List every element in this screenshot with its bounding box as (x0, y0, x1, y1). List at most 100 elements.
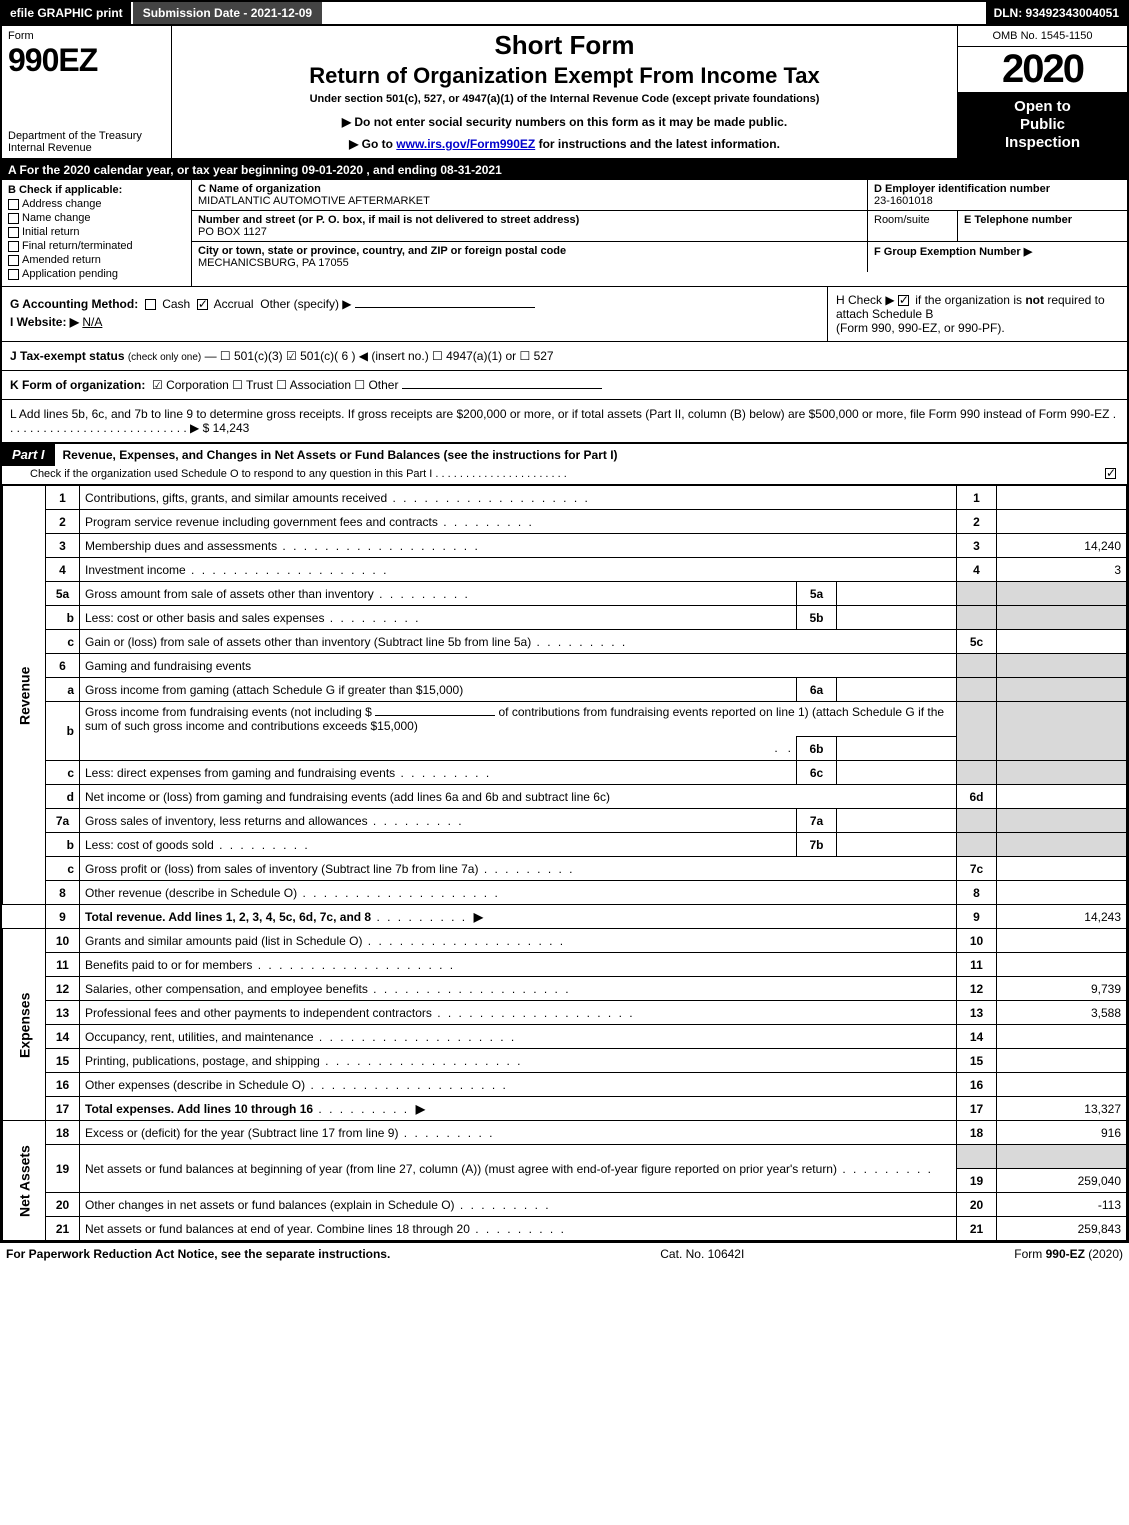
efile-print-label[interactable]: efile GRAPHIC print (2, 2, 131, 24)
h-checkbox[interactable] (898, 295, 909, 306)
line-6b-amount-input[interactable] (375, 715, 495, 716)
k-other-input[interactable] (402, 388, 602, 389)
i-website-value: N/A (82, 315, 102, 329)
expenses-side-label: Expenses (3, 929, 46, 1121)
ssn-warning: ▶ Do not enter social security numbers o… (178, 115, 951, 129)
line-5a: 5a Gross amount from sale of assets othe… (3, 582, 1127, 606)
footer-cat-no: Cat. No. 10642I (660, 1247, 744, 1261)
l-value: 14,243 (213, 421, 250, 435)
row-l: L Add lines 5b, 6c, and 7b to line 9 to … (0, 400, 1129, 443)
k-options[interactable]: ☑ Corporation ☐ Trust ☐ Association ☐ Ot… (152, 378, 398, 392)
omb-number: OMB No. 1545-1150 (958, 26, 1127, 47)
j-options[interactable]: — ☐ 501(c)(3) ☑ 501(c)( 6 ) ◀ (insert no… (205, 349, 554, 363)
line-13: 13 Professional fees and other payments … (3, 1001, 1127, 1025)
revenue-side-label: Revenue (3, 486, 46, 905)
line-12: 12 Salaries, other compensation, and emp… (3, 977, 1127, 1001)
row-k: K Form of organization: ☑ Corporation ☐ … (0, 371, 1129, 400)
chk-name-change[interactable]: Name change (8, 212, 185, 224)
g-label: G Accounting Method: (10, 297, 138, 311)
form-header: Form 990EZ Department of the Treasury In… (0, 26, 1129, 160)
line-8: 8 Other revenue (describe in Schedule O)… (3, 881, 1127, 905)
g-other-input[interactable] (355, 307, 535, 308)
open-to-public-badge: Open to Public Inspection (958, 92, 1127, 158)
header-center: Short Form Return of Organization Exempt… (172, 26, 957, 158)
c-address-cell: Number and street (or P. O. box, if mail… (192, 211, 867, 241)
line-20: 20 Other changes in net assets or fund b… (3, 1193, 1127, 1217)
room-suite-label: Room/suite (874, 214, 930, 226)
part-i-title: Revenue, Expenses, and Changes in Net As… (55, 444, 1127, 466)
chk-application-pending[interactable]: Application pending (8, 268, 185, 280)
line-6a: a Gross income from gaming (attach Sched… (3, 678, 1127, 702)
footer-right: Form 990-EZ (2020) (1014, 1247, 1123, 1261)
header-left: Form 990EZ Department of the Treasury In… (2, 26, 172, 158)
dept-line-2: Internal Revenue (8, 142, 92, 154)
dln-label: DLN: 93492343004051 (986, 2, 1127, 24)
ghi-left: G Accounting Method: Cash Accrual Other … (2, 287, 827, 341)
line-7c: c Gross profit or (loss) from sales of i… (3, 857, 1127, 881)
chk-final-return[interactable]: Final return/terminated (8, 240, 185, 252)
line-15: 15 Printing, publications, postage, and … (3, 1049, 1127, 1073)
footer-left: For Paperwork Reduction Act Notice, see … (6, 1247, 390, 1261)
column-b-checkboxes: B Check if applicable: Address change Na… (2, 180, 192, 286)
line-18: Net Assets 18 Excess or (deficit) for th… (3, 1121, 1127, 1145)
line-1: Revenue 1 Contributions, gifts, grants, … (3, 486, 1127, 510)
c-address-value: PO BOX 1127 (198, 226, 267, 238)
c-city-cell: City or town, state or province, country… (192, 242, 867, 272)
irs-link[interactable]: www.irs.gov/Form990EZ (396, 137, 535, 151)
header-right: OMB No. 1545-1150 2020 Open to Public In… (957, 26, 1127, 158)
line-7b: b Less: cost of goods sold 7b (3, 833, 1127, 857)
part-i-table-wrap: Revenue 1 Contributions, gifts, grants, … (0, 485, 1129, 1241)
k-label: K Form of organization: (10, 378, 145, 392)
instructions-line: ▶ Go to www.irs.gov/Form990EZ for instru… (178, 137, 951, 151)
title-short-form: Short Form (178, 30, 951, 61)
e-phone-cell: E Telephone number (957, 211, 1127, 241)
form-word: Form (8, 30, 165, 42)
line-9: 9 Total revenue. Add lines 1, 2, 3, 4, 5… (3, 905, 1127, 929)
c-city-value: MECHANICSBURG, PA 17055 (198, 257, 349, 269)
part-i-subtext: Check if the organization used Schedule … (2, 466, 1127, 484)
c-label: C Name of organization (198, 183, 861, 195)
row-ghi: G Accounting Method: Cash Accrual Other … (0, 287, 1129, 342)
h-schedule-b: H Check ▶ if the organization is not req… (827, 287, 1127, 341)
line-5b: b Less: cost or other basis and sales ex… (3, 606, 1127, 630)
line-6d: d Net income or (loss) from gaming and f… (3, 785, 1127, 809)
d-label: D Employer identification number (874, 183, 1121, 195)
title-main: Return of Organization Exempt From Incom… (178, 63, 951, 89)
submission-date-label: Submission Date - 2021-12-09 (131, 2, 322, 24)
g-accounting-method: G Accounting Method: Cash Accrual Other … (10, 297, 819, 311)
j-sublabel: (check only one) (128, 352, 201, 363)
line-11: 11 Benefits paid to or for members 11 (3, 953, 1127, 977)
chk-address-change[interactable]: Address change (8, 198, 185, 210)
l-text: L Add lines 5b, 6c, and 7b to line 9 to … (10, 407, 1116, 435)
line-2: 2 Program service revenue including gove… (3, 510, 1127, 534)
line-6: 6 Gaming and fundraising events (3, 654, 1127, 678)
page-footer: For Paperwork Reduction Act Notice, see … (0, 1241, 1129, 1265)
line-19a: 19 Net assets or fund balances at beginn… (3, 1145, 1127, 1169)
part-i-header: Part I Revenue, Expenses, and Changes in… (0, 443, 1129, 466)
i-label: I Website: ▶ (10, 315, 79, 329)
topbar: efile GRAPHIC print Submission Date - 20… (0, 0, 1129, 26)
g-accrual-checkbox[interactable] (197, 299, 208, 310)
line-6c: c Less: direct expenses from gaming and … (3, 761, 1127, 785)
e-label: E Telephone number (964, 214, 1121, 226)
open-line-3: Inspection (1005, 134, 1080, 151)
chk-initial-return[interactable]: Initial return (8, 226, 185, 238)
line-3: 3 Membership dues and assessments 3 14,2… (3, 534, 1127, 558)
line-21: 21 Net assets or fund balances at end of… (3, 1217, 1127, 1241)
line-14: 14 Occupancy, rent, utilities, and maint… (3, 1025, 1127, 1049)
chk-amended-return[interactable]: Amended return (8, 254, 185, 266)
d-ein-cell: D Employer identification number 23-1601… (867, 180, 1127, 210)
g-cash-checkbox[interactable] (145, 299, 156, 310)
department-label: Department of the Treasury Internal Reve… (8, 130, 165, 154)
link-prefix: ▶ Go to (349, 137, 396, 151)
row-a-tax-year: A For the 2020 calendar year, or tax yea… (0, 160, 1129, 180)
row-j: J Tax-exempt status (check only one) — ☐… (0, 342, 1129, 371)
part-i-lines-table: Revenue 1 Contributions, gifts, grants, … (2, 485, 1127, 1241)
tax-year: 2020 (958, 47, 1127, 92)
room-suite-cell: Room/suite (867, 211, 957, 241)
part-i-schedule-o-checkbox[interactable] (1105, 468, 1116, 479)
c-org-name-cell: C Name of organization MIDATLANTIC AUTOM… (192, 180, 867, 210)
line-7a: 7a Gross sales of inventory, less return… (3, 809, 1127, 833)
title-subtitle: Under section 501(c), 527, or 4947(a)(1)… (178, 93, 951, 105)
c-address-label: Number and street (or P. O. box, if mail… (198, 214, 861, 226)
